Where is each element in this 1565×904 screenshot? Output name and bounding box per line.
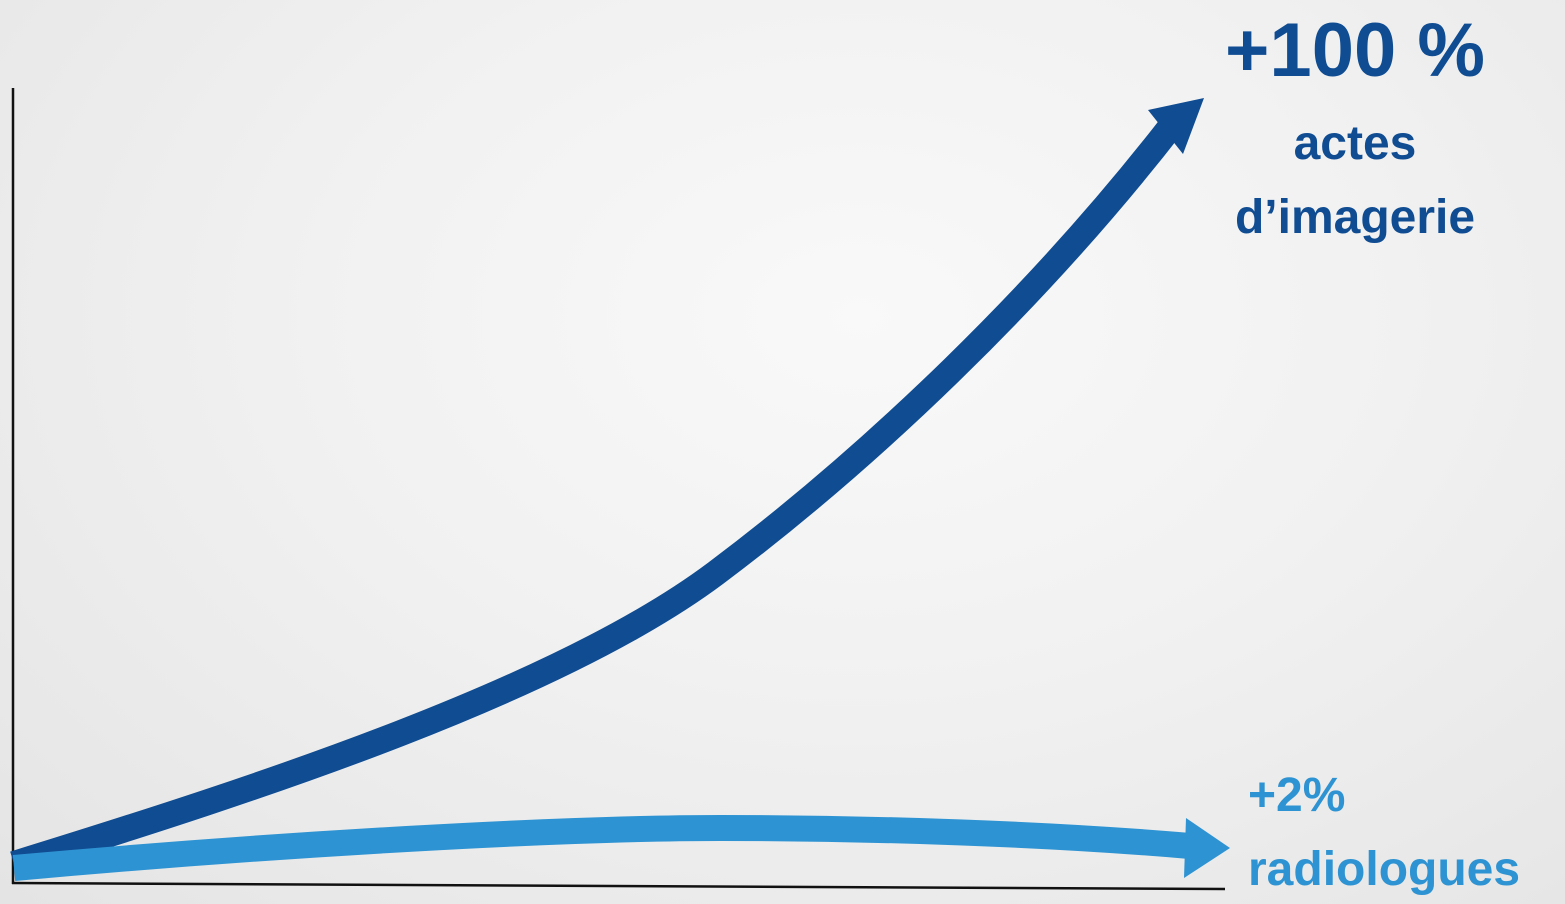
radiologues-label: radiologues (1248, 843, 1521, 896)
imagerie-change-label: +100 % (1225, 8, 1485, 93)
imagerie-label-line2: d’imagerie (1234, 191, 1476, 244)
radiologues-arrow-head (1184, 818, 1230, 878)
imagerie-label-line1: actes (1293, 117, 1417, 170)
imagerie-arrow-head (1148, 98, 1204, 154)
x-axis (11, 881, 1226, 891)
radiologues-growth-arrow (12, 814, 1230, 881)
imagerie-growth-arrow (10, 98, 1204, 877)
radiologues-arrow-shaft (12, 814, 1192, 881)
radiologues-change-label: +2% (1248, 769, 1346, 822)
imagerie-arrow-shaft (10, 117, 1183, 877)
